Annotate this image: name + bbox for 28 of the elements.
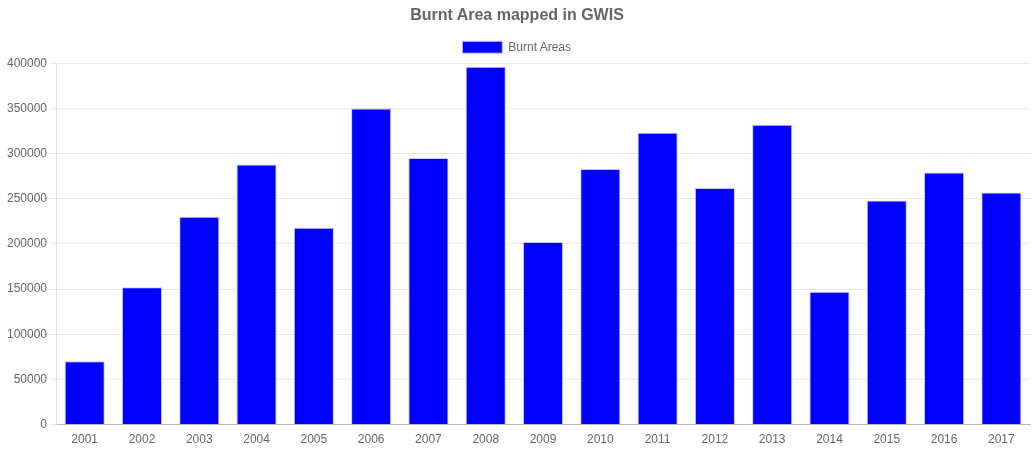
y-tick-label: 100000 (7, 326, 48, 341)
x-tick-label: 2016 (930, 432, 958, 447)
x-tick-label: 2004 (243, 432, 271, 447)
y-tick-label: 350000 (7, 100, 48, 115)
x-tick-label: 2006 (357, 432, 385, 447)
y-tick-label: 50000 (13, 371, 48, 386)
x-tick-label: 2014 (816, 432, 844, 447)
y-tick-label: 0 (40, 416, 48, 431)
x-tick-label: 2001 (71, 432, 99, 447)
x-tick-label: 2009 (529, 432, 557, 447)
y-tick-label: 400000 (7, 55, 48, 70)
y-tick-label: 300000 (7, 145, 48, 160)
x-tick-label: 2003 (185, 432, 213, 447)
y-tick-label: 150000 (7, 281, 48, 296)
y-tick-label: 250000 (7, 191, 48, 206)
x-tick-label: 2011 (644, 432, 671, 447)
x-tick-label: 2012 (701, 432, 729, 447)
chart-title: Burnt Area mapped in GWIS (410, 6, 625, 24)
x-tick-label: 2007 (415, 432, 443, 447)
x-tick-label: 2017 (988, 432, 1016, 447)
y-tick-label: 200000 (7, 236, 48, 251)
x-tick-label: 2015 (873, 432, 901, 447)
x-tick-label: 2008 (472, 432, 500, 447)
x-tick-label: 2013 (758, 432, 786, 447)
x-tick-label: 2002 (128, 432, 156, 447)
x-tick-label: 2005 (300, 432, 328, 447)
legend-label: Burnt Areas (508, 39, 572, 54)
x-tick-label: 2010 (586, 432, 614, 447)
